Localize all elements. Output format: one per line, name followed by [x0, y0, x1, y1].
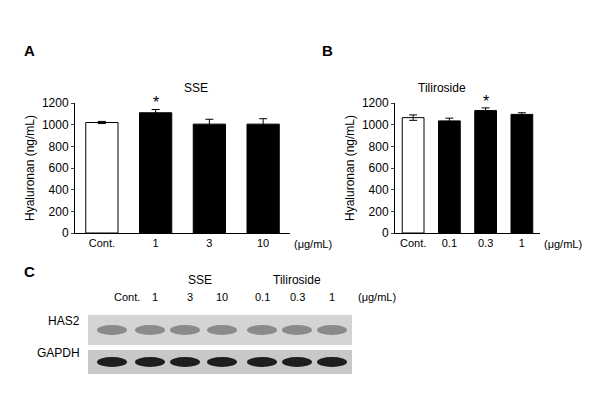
svg-text:3: 3	[187, 291, 193, 303]
svg-text:0.1: 0.1	[442, 237, 457, 249]
svg-text:400: 400	[49, 183, 69, 197]
svg-text:0: 0	[382, 226, 389, 240]
svg-text:B: B	[322, 42, 333, 59]
svg-text:Cont.: Cont.	[89, 237, 115, 249]
svg-text:1200: 1200	[362, 96, 389, 110]
svg-text:600: 600	[49, 161, 69, 175]
svg-text:800: 800	[369, 140, 389, 154]
svg-text:0.3: 0.3	[478, 237, 493, 249]
svg-text:GAPDH: GAPDH	[37, 346, 80, 360]
svg-text:1000: 1000	[362, 118, 389, 132]
svg-text:800: 800	[49, 140, 69, 154]
svg-text:SSE: SSE	[184, 81, 208, 95]
svg-text:1200: 1200	[42, 96, 69, 110]
svg-text:Hyaluronan (ng/mL): Hyaluronan (ng/mL)	[23, 115, 37, 221]
svg-text:200: 200	[49, 205, 69, 219]
svg-text:(μg/mL): (μg/mL)	[358, 291, 396, 303]
svg-text:1: 1	[152, 291, 158, 303]
svg-text:SSE: SSE	[188, 273, 212, 287]
svg-text:3: 3	[206, 237, 212, 249]
svg-text:*: *	[483, 93, 489, 110]
svg-text:C: C	[24, 263, 35, 280]
svg-text:Tiliroside: Tiliroside	[273, 273, 321, 287]
svg-text:(μg/mL): (μg/mL)	[544, 238, 582, 250]
svg-text:10: 10	[257, 237, 269, 249]
svg-text:0.1: 0.1	[255, 291, 270, 303]
svg-text:Cont.: Cont.	[400, 237, 426, 249]
svg-text:HAS2: HAS2	[48, 314, 80, 328]
svg-text:A: A	[24, 42, 35, 59]
svg-text:1: 1	[153, 237, 159, 249]
svg-text:1000: 1000	[42, 118, 69, 132]
svg-text:600: 600	[369, 161, 389, 175]
svg-text:Tiliroside: Tiliroside	[418, 81, 466, 95]
svg-text:0: 0	[62, 226, 69, 240]
svg-text:1: 1	[519, 237, 525, 249]
svg-text:0.3: 0.3	[290, 291, 305, 303]
svg-text:1: 1	[329, 291, 335, 303]
svg-text:Hyaluronan (ng/mL): Hyaluronan (ng/mL)	[343, 115, 357, 221]
svg-text:*: *	[153, 94, 159, 111]
svg-text:200: 200	[369, 205, 389, 219]
svg-text:10: 10	[216, 291, 228, 303]
svg-text:Cont.: Cont.	[114, 291, 140, 303]
svg-text:400: 400	[369, 183, 389, 197]
svg-text:(μg/mL): (μg/mL)	[294, 238, 332, 250]
